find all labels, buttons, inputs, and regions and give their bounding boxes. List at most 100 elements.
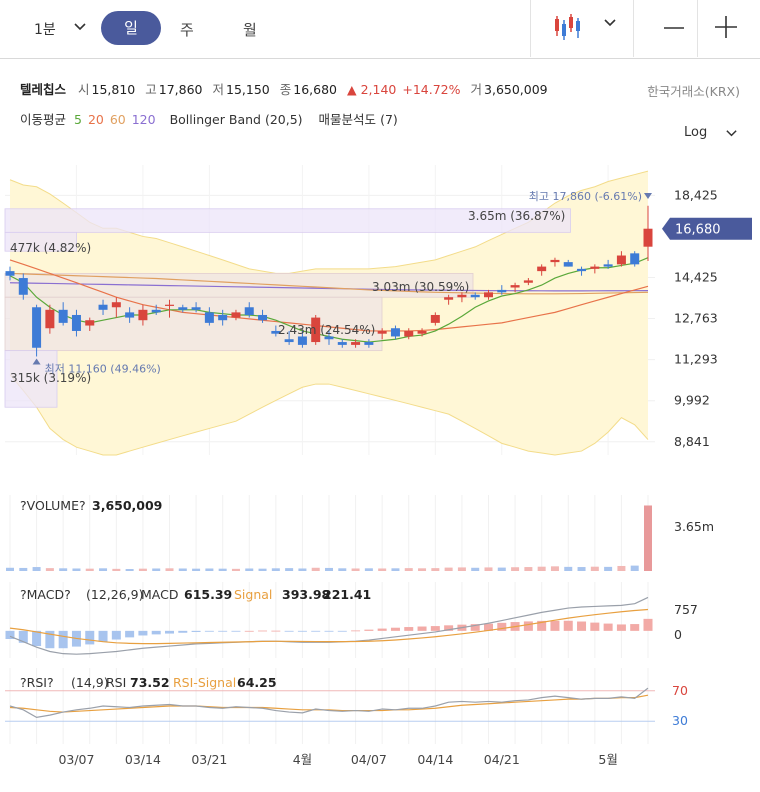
candle (630, 253, 640, 265)
volume-profile-label: 315k (3.19%) (10, 371, 91, 385)
candle (497, 289, 507, 293)
high-value: 17,860 (158, 82, 203, 97)
volume-profile-label: 477k (4.82%) (10, 241, 91, 255)
volume-bar (617, 565, 626, 571)
volume-bar (285, 568, 294, 571)
candle (204, 312, 214, 323)
chevron-down-icon[interactable] (603, 16, 617, 30)
volume-bar (404, 568, 413, 571)
candlestick-icon[interactable] (553, 12, 583, 42)
candle (178, 307, 188, 310)
macd-oscillator-bar (125, 630, 135, 638)
volume-bar (32, 567, 41, 571)
volume-bar (6, 567, 14, 571)
macd-oscillator-bar (151, 630, 161, 635)
chevron-down-icon[interactable] (73, 20, 87, 34)
signal-label: Signal (234, 587, 272, 602)
volume-bar (99, 568, 108, 571)
indicator-legend[interactable]: 이동평균 5 20 60 120 Bollinger Band (20,5) 매물… (20, 109, 402, 128)
y-tick-label: 14,425 (674, 269, 718, 284)
oscillator-value: 221.41 (323, 587, 371, 602)
x-tick-label: 04/14 (417, 752, 453, 767)
macd-oscillator-bar (311, 630, 321, 632)
toolbar-divider (530, 0, 531, 57)
candle (484, 292, 493, 298)
macd-value: 615.39 (184, 587, 232, 602)
volume-bar (245, 568, 254, 571)
macd-oscillator-bar (324, 630, 334, 632)
macd-oscillator-bar (85, 630, 95, 645)
period-tab-month[interactable]: 월 (243, 21, 257, 39)
macd-oscillator-bar (98, 630, 108, 642)
volume-bar (165, 568, 174, 571)
volume-bar (577, 567, 586, 571)
ma20-period: 20 (87, 112, 104, 127)
macd-title: ?MACD? (20, 587, 71, 602)
volume-bar (125, 569, 134, 571)
volume-bar (484, 567, 493, 571)
ma-label: 이동평균 (20, 112, 67, 127)
candle (45, 309, 55, 329)
volume-value-label: 3,650,009 (92, 498, 162, 513)
macd-oscillator-bar (204, 630, 214, 632)
minus-icon[interactable] (662, 16, 686, 40)
macd-oscillator-bar (377, 628, 387, 631)
volume-bar (85, 568, 94, 571)
macd-oscillator-bar (577, 621, 587, 631)
candle (32, 307, 42, 348)
volume-bar (298, 568, 307, 571)
stock-chart[interactable]: 3.65m (36.87%) 477k (4.82%) 3.03m (30.59%)… (0, 150, 760, 792)
stock-info: 텔레칩스 시 15,810 고 17,860 저 15,150 종 16,680 ▲ 2… (20, 79, 554, 98)
x-tick-label: 04/21 (484, 752, 520, 767)
change-value: ▲ 2,140 (347, 82, 397, 97)
chevron-down-icon[interactable] (725, 127, 738, 140)
candle (165, 304, 174, 306)
macd-signal-line (9, 608, 649, 645)
volume-profile-bar (4, 208, 571, 233)
macd-oscillator-bar (244, 630, 254, 632)
macd-params: (12,26,9) (86, 587, 143, 602)
y-tick-label: 8,841 (674, 434, 710, 449)
period-tab-day[interactable]: 일 (101, 11, 161, 45)
volume-axis-label: 3.65m (674, 519, 714, 534)
candle (550, 259, 560, 263)
macd-oscillator-bar (603, 623, 613, 631)
candle (151, 309, 161, 313)
interval-selector[interactable]: 1분 (34, 22, 56, 38)
x-tick-label: 4월 (293, 752, 312, 767)
volume-panel-bg (5, 495, 655, 571)
vp-params: (7) (380, 112, 398, 127)
volume-bar (258, 568, 267, 571)
macd-oscillator-bar (417, 626, 427, 631)
volume-bar (325, 567, 333, 571)
ma120-line (9, 282, 649, 292)
candle (444, 297, 454, 300)
macd-oscillator-bar (404, 627, 414, 631)
volume-bar (152, 568, 161, 571)
macd-axis-label: 757 (674, 602, 698, 617)
high-label: 고 (145, 82, 157, 97)
volume-bar (537, 566, 546, 571)
plus-icon[interactable] (713, 14, 739, 40)
current-price-tag (662, 217, 752, 240)
period-tab-week[interactable]: 주 (180, 21, 194, 39)
macd-oscillator-bar (138, 630, 148, 636)
rsi-axis-label: 30 (672, 713, 688, 728)
candle (616, 255, 626, 265)
macd-oscillator-bar (111, 630, 121, 640)
volume-bar (524, 567, 533, 571)
y-tick-label: 12,763 (674, 311, 718, 326)
x-tick-label: 03/21 (191, 752, 227, 767)
macd-oscillator-bar (563, 620, 573, 631)
rsi-line (9, 687, 649, 719)
candle (311, 317, 321, 343)
candle (324, 336, 334, 340)
candle (18, 278, 28, 295)
volume-profile-label: 3.65m (36.87%) (468, 209, 565, 223)
current-price-label: 16,680 (675, 223, 721, 238)
candle (125, 312, 135, 318)
macd-oscillator-bar (630, 624, 640, 631)
scale-selector[interactable]: Log (684, 125, 708, 140)
low-label: 저 (212, 82, 225, 97)
volume-bar (457, 567, 466, 571)
